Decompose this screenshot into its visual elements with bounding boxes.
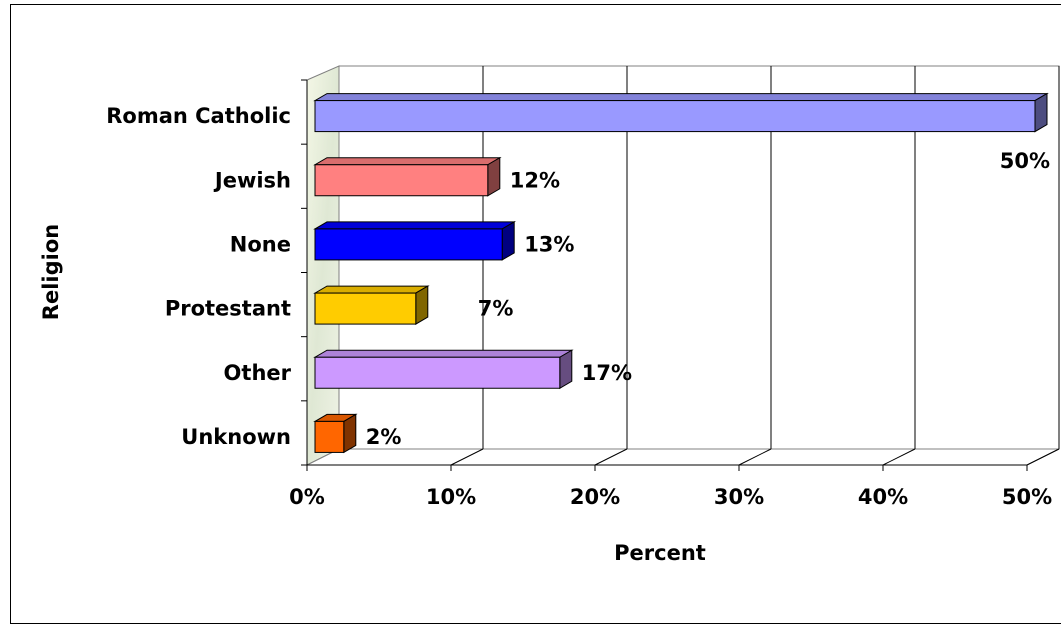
x-tick-label: 10%: [426, 485, 476, 509]
bar-side-face: [559, 349, 573, 390]
data-label: 7%: [478, 297, 514, 321]
bar-other: [314, 356, 561, 389]
bar-unknown: [314, 420, 345, 453]
bar-top-face: [313, 157, 502, 166]
data-label: 12%: [510, 168, 560, 192]
bar-side-face: [487, 156, 501, 197]
bar-top-face: [313, 221, 517, 230]
floor-gridline: [594, 448, 628, 466]
floor-gridline: [1026, 448, 1060, 466]
floor-gridline: [450, 448, 484, 466]
data-label: 13%: [524, 232, 574, 256]
plot-floor: [306, 448, 1060, 466]
data-label: 2%: [366, 425, 402, 449]
category-label: Roman Catholic: [106, 104, 291, 128]
bar-side-face: [1034, 92, 1048, 133]
y-axis-title: Religion: [39, 224, 63, 320]
bar-jewish: [314, 164, 489, 197]
bar-top-face: [313, 349, 574, 358]
x-tick-label: 0%: [289, 485, 325, 509]
bar-side-face: [415, 285, 429, 325]
data-label: 50%: [1000, 149, 1050, 173]
category-label: Protestant: [165, 297, 291, 321]
x-tick-label: 40%: [858, 485, 908, 509]
floor-gridline: [738, 448, 772, 466]
bar-side-face: [343, 413, 357, 454]
x-axis-title: Percent: [614, 541, 706, 565]
bar-roman-catholic: [314, 100, 1036, 133]
x-tick-label: 50%: [1002, 485, 1052, 509]
x-tick-label: 30%: [714, 485, 764, 509]
data-label: 17%: [582, 361, 632, 385]
bar-top-face: [313, 285, 430, 294]
x-tick-label: 20%: [570, 485, 620, 509]
category-label: Jewish: [213, 168, 291, 192]
bar-protestant: [314, 292, 417, 325]
religion-bar-chart: 0% 10% 20% 30% 40% 50% Roman Catholic 50% Jewish…: [39, 65, 1060, 565]
bar-none: [314, 228, 503, 261]
bar-side-face: [501, 221, 515, 261]
floor-gridline: [882, 448, 916, 466]
category-label: None: [230, 232, 291, 256]
category-label: Other: [224, 361, 292, 385]
category-label: Unknown: [181, 425, 291, 449]
bar-top-face: [313, 93, 1049, 102]
